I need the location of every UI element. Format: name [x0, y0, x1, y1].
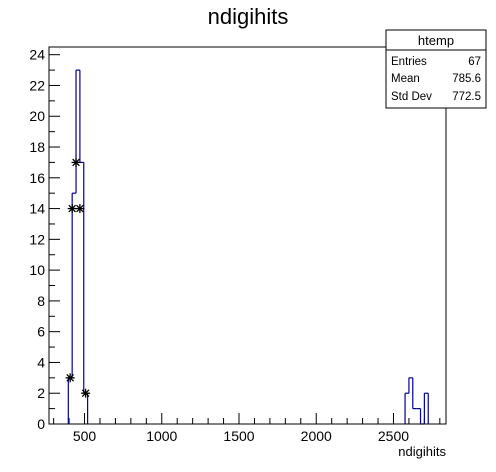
- y-tick-label: 0: [37, 416, 45, 432]
- y-tick-label: 6: [37, 324, 45, 340]
- marker-stroke: [68, 204, 77, 213]
- stats-box-frame: [385, 29, 487, 109]
- y-tick-label: 20: [29, 108, 45, 124]
- marker-stroke: [76, 204, 84, 213]
- y-tick-label: 8: [37, 293, 45, 309]
- y-tick-label: 22: [29, 77, 45, 93]
- stats-stddev-label: Std Dev: [391, 91, 432, 103]
- x-tick-label: 2000: [301, 428, 332, 444]
- y-tick-label: 24: [29, 47, 45, 63]
- stats-entries-label: Entries: [391, 56, 427, 68]
- plot-frame: [48, 46, 447, 425]
- stats-entries-value: 67: [468, 56, 481, 68]
- stats-box: htemp Entries 67 Mean 785.6 Std Dev 772.…: [385, 29, 487, 109]
- y-tick-label: 12: [29, 231, 45, 247]
- data-point-marker: [71, 157, 81, 167]
- chart-title: ndigihits: [208, 4, 289, 29]
- stats-mean-label: Mean: [391, 73, 420, 85]
- y-tick-label: 4: [37, 354, 45, 370]
- y-tick-label: 2: [37, 385, 45, 401]
- marker-stroke: [81, 389, 90, 398]
- y-tick-label: 10: [29, 262, 45, 278]
- data-point-marker: [81, 388, 91, 398]
- x-tick-label: 2500: [378, 428, 409, 444]
- data-point-marker: [65, 373, 75, 383]
- data-markers: [65, 157, 91, 398]
- marker-stroke: [72, 158, 80, 167]
- data-point-marker: [75, 204, 85, 214]
- y-tick-label: 14: [29, 201, 45, 217]
- y-tick-label: 18: [29, 139, 45, 155]
- x-axis-title: ndigihits: [398, 444, 446, 459]
- x-tick-label: 1000: [146, 428, 177, 444]
- histogram-bars: [67, 69, 429, 425]
- data-point-marker: [67, 204, 77, 214]
- marker-stroke: [66, 374, 74, 382]
- x-tick-label: 1500: [223, 428, 254, 444]
- stats-box-title: htemp: [418, 33, 454, 48]
- x-tick-label: 500: [73, 428, 97, 444]
- stats-mean-value: 785.6: [452, 73, 481, 85]
- y-tick-label: 16: [29, 170, 45, 186]
- stats-stddev-value: 772.5: [452, 91, 481, 103]
